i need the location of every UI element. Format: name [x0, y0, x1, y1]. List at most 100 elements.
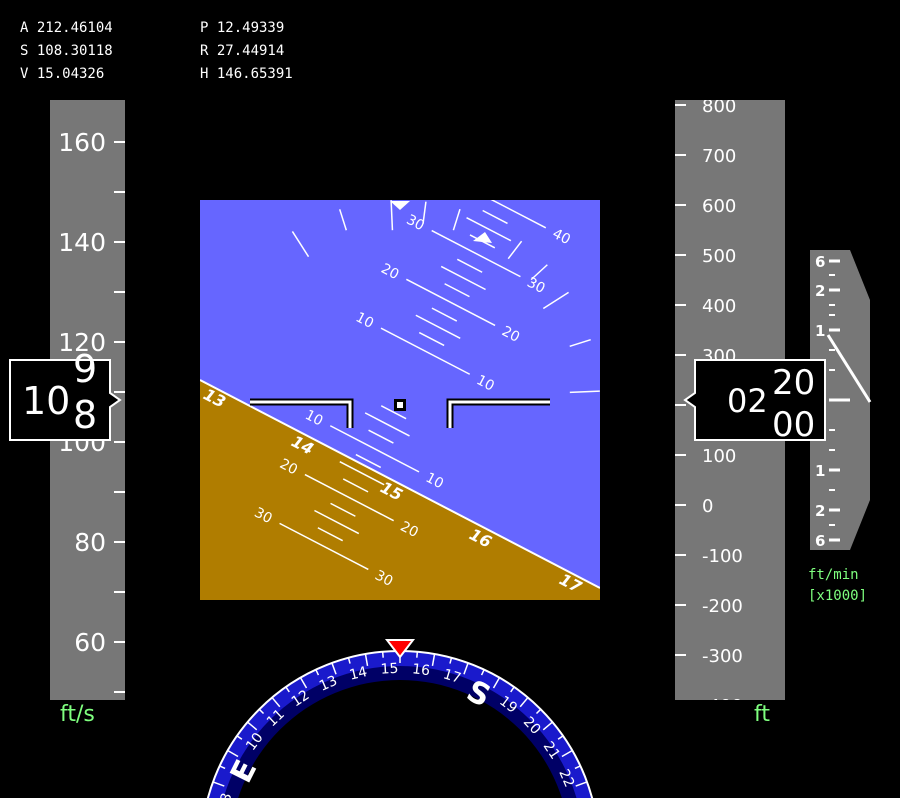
pitch-minor-line: [466, 216, 512, 242]
telemetry-altitude: A 212.46104: [20, 20, 113, 36]
roll-tick: [542, 291, 569, 310]
pitch-label-left: 20: [378, 261, 401, 283]
compass-tick: [492, 677, 501, 689]
roll-tick: [507, 240, 523, 260]
altitude-tape-label: 700: [702, 146, 736, 167]
compass-label: 14: [348, 664, 369, 684]
compass-tick: [480, 669, 485, 676]
vsi-unit-line2: [x1000]: [808, 588, 868, 604]
altitude-readout-lower: 00: [772, 405, 815, 445]
telemetry-pitch: P 12.49339: [200, 20, 285, 36]
roll-pointer: [473, 232, 492, 243]
compass-tick: [574, 765, 581, 770]
pitch-minor-line: [380, 405, 407, 420]
pitch-line: [456, 200, 547, 229]
compass-tick: [299, 677, 308, 689]
roll-tick: [291, 231, 310, 258]
telemetry-left: A 212.46104 S 108.30118 V 15.04326: [20, 17, 113, 86]
compass-tick: [575, 781, 588, 787]
telemetry-right: P 12.49339 R 27.44914 H 146.65391: [200, 17, 293, 86]
speed-readout: 10 9 8: [9, 347, 122, 441]
pitch-label-left: 10: [302, 407, 325, 429]
pitch-minor-line: [342, 478, 369, 493]
speed-tape-label: 140: [58, 228, 106, 257]
pitch-minor-line: [368, 429, 394, 444]
altitude-tape-label: 100: [702, 446, 736, 467]
pitch-minor-line: [517, 120, 561, 143]
heading-bug-icon: [384, 639, 416, 659]
pitch-line: [380, 327, 471, 375]
speed-readout-main: 10: [22, 379, 70, 423]
compass-tick: [285, 686, 290, 693]
compass-label: 8: [218, 791, 236, 798]
compass-tick: [510, 686, 515, 693]
altitude-tape-label: 400: [702, 296, 736, 317]
pitch-minor-line: [355, 453, 382, 469]
vsi-unit-label: ft/min [x1000]: [808, 565, 867, 607]
altitude-readout: 02 20 00: [683, 359, 826, 445]
compass-tick: [247, 721, 258, 731]
pitch-label-left: 10: [353, 310, 376, 332]
pitch-minor-line: [330, 502, 356, 517]
pitch-line: [431, 229, 521, 278]
compass-center: [238, 680, 562, 798]
speed-tape-label: 80: [74, 528, 106, 557]
speed-tape-label: 60: [74, 628, 106, 657]
pitch-minor-line: [364, 412, 410, 437]
telemetry-vertical: V 15.04326: [20, 66, 105, 82]
pitch-label-right: 30: [524, 275, 547, 297]
pitch-minor-line: [440, 265, 486, 291]
speed-readout-upper: 9: [73, 347, 97, 391]
compass-label: 15: [380, 661, 399, 678]
compass-tick: [364, 653, 369, 666]
aircraft-symbol: [250, 398, 550, 428]
telemetry-roll: R 27.44914: [200, 43, 285, 59]
pitch-label-right: 10: [423, 470, 446, 492]
pitch-minor-line: [508, 162, 533, 175]
compass-tick: [416, 651, 419, 658]
compass-label: 22: [555, 767, 577, 790]
pitch-label-right: 40: [550, 226, 573, 248]
speed-tape-label: 120: [58, 328, 106, 357]
pitch-minor-line: [418, 331, 445, 347]
compass-tick: [561, 749, 573, 758]
compass-tick: [331, 662, 337, 675]
pitch-line: [304, 473, 395, 522]
slip-bar: [522, 125, 554, 142]
compass-label: 17: [441, 666, 463, 686]
vsi-label: 6: [815, 532, 825, 550]
altitude-tape-label: 0: [702, 496, 713, 517]
pitch-label-left: 30: [252, 505, 275, 527]
compass-tick: [271, 697, 281, 708]
pitch-line: [405, 278, 496, 327]
vsi-label: 2: [815, 282, 825, 300]
compass-tick: [449, 657, 453, 664]
compass-label: 13: [317, 673, 340, 695]
telemetry-heading: H 146.65391: [200, 66, 293, 82]
altitude-tape-label: -300: [702, 646, 743, 667]
compass-tick: [219, 765, 226, 770]
vsi-label: 1: [815, 462, 825, 480]
roll-tick: [422, 201, 427, 224]
pitch-label-right: 10: [474, 372, 497, 394]
pitch-minor-line: [317, 527, 344, 542]
roll-tick: [452, 208, 461, 231]
vsi-label: 6: [815, 253, 825, 271]
roll-tick: [569, 338, 591, 348]
horizon-line: [200, 379, 600, 589]
compass-tick: [315, 669, 320, 676]
vsi-label: 2: [815, 502, 825, 520]
pitch-minor-line: [431, 307, 458, 322]
vsi-label: 1: [815, 322, 825, 340]
compass-tick: [258, 708, 265, 715]
vsi-needle: [826, 334, 872, 403]
compass-tick: [347, 657, 351, 664]
altitude-tape-label: 500: [702, 246, 736, 267]
pitch-label-right: 20: [499, 323, 522, 345]
pitch-minor-line: [314, 509, 360, 535]
pitch-minor-line: [444, 283, 470, 298]
compass-tick: [212, 781, 225, 787]
pitch-label-right: 50: [575, 177, 598, 199]
